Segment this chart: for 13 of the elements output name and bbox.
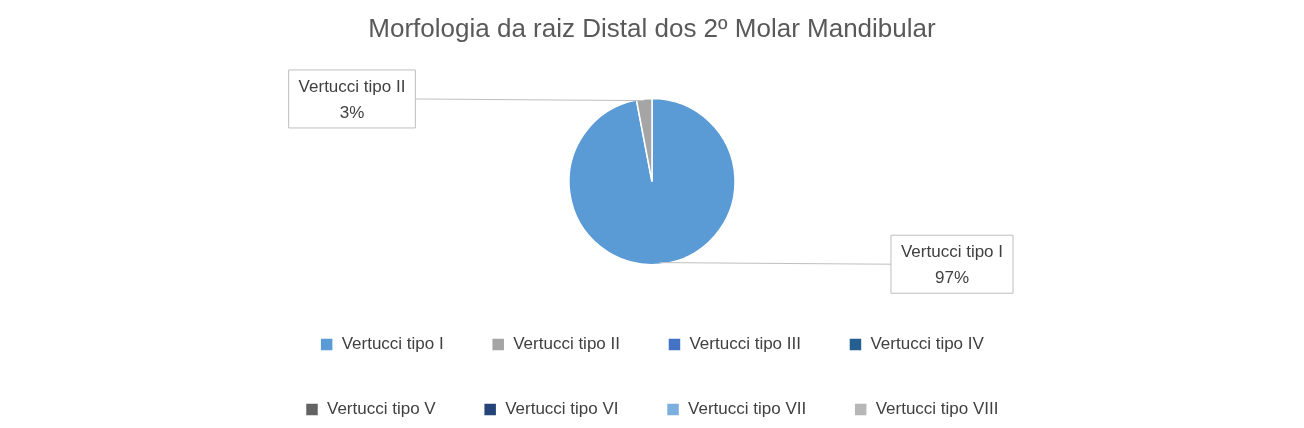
- legend-label: Vertucci tipo III: [689, 334, 801, 354]
- chart-title: Morfologia da raiz Distal dos 2º Molar Mandibular: [368, 12, 936, 43]
- legend-label: Vertucci tipo IV: [870, 334, 985, 354]
- legend-label: Vertucci tipo VI: [505, 399, 619, 419]
- data-label: 97%: [934, 267, 970, 287]
- legend-label: Vertucci tipo VII: [688, 399, 807, 419]
- legend-label: Vertucci tipo VIII: [875, 399, 999, 419]
- legend-label: Vertucci tipo I: [341, 334, 444, 354]
- data-label: 3%: [339, 102, 365, 122]
- slice-label: Vertucci tipo I: [900, 241, 1004, 261]
- slice-label: Vertucci tipo II: [298, 76, 406, 96]
- legend-label: Vertucci tipo II: [513, 334, 620, 354]
- legend-label: Vertucci tipo V: [327, 399, 437, 419]
